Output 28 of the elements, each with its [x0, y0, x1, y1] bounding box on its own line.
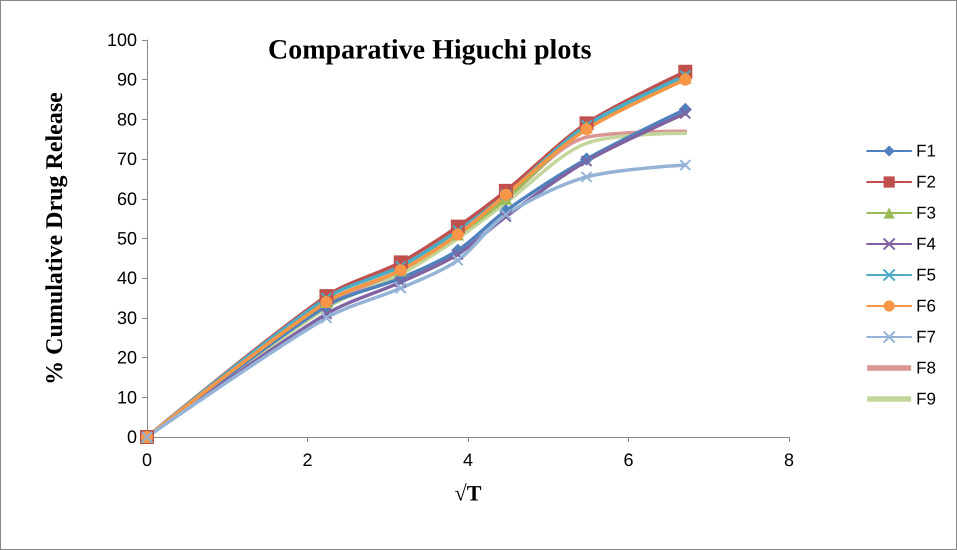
- y-tick-label: 30: [116, 308, 137, 328]
- x-tick-label: 4: [462, 450, 474, 470]
- x-axis-title: √T: [454, 480, 482, 506]
- legend-label: F3: [916, 204, 936, 222]
- y-tick-label: 60: [116, 188, 137, 209]
- y-tick-label: 50: [116, 228, 137, 248]
- legend-label: F2: [916, 172, 936, 192]
- legend-label: F5: [916, 266, 936, 284]
- legend-label: F7: [916, 328, 936, 346]
- y-tick-label: 100: [106, 30, 137, 50]
- y-tick-label: 40: [116, 268, 137, 288]
- y-tick-label: 20: [116, 348, 137, 368]
- chart-title: Comparative Higuchi plots: [268, 34, 592, 66]
- y-tick-label: 90: [116, 70, 137, 90]
- legend-label: F6: [916, 296, 936, 316]
- y-tick-label: 10: [116, 387, 137, 408]
- y-tick-label: 70: [116, 149, 137, 170]
- legend-label: F8: [916, 358, 936, 378]
- x-tick-label: 6: [623, 450, 634, 470]
- x-tick-label: 2: [302, 450, 313, 470]
- y-axis-title: % Cumulative Drug Release: [42, 92, 68, 385]
- y-tick-label: 0: [126, 427, 137, 447]
- legend-label: F9: [916, 390, 936, 408]
- legend-label: F4: [916, 234, 936, 254]
- legend-label: F1: [916, 142, 936, 160]
- x-tick-label: 0: [142, 450, 152, 470]
- y-tick-label: 80: [116, 109, 137, 130]
- x-tick-label: 8: [784, 450, 794, 470]
